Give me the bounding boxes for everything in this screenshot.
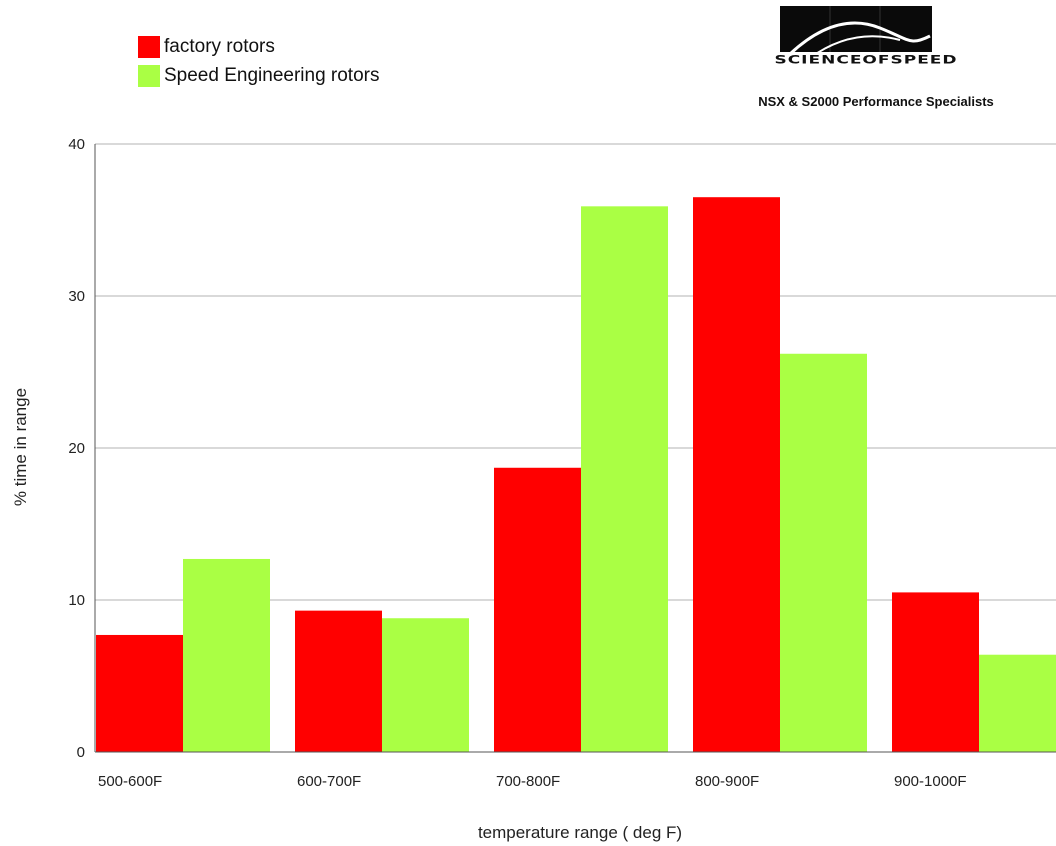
y-tick-label: 20 <box>68 440 85 457</box>
bar-speed-600-700F <box>382 618 469 752</box>
legend-swatch-factory <box>138 35 160 58</box>
legend-item-factory: factory rotors <box>138 32 379 61</box>
y-tick-label: 40 <box>68 136 85 153</box>
legend-swatch-speed <box>138 64 160 87</box>
bar-speed-500-600F <box>183 558 270 752</box>
x-tick-label: 600-700F <box>297 773 361 790</box>
logo-wordmark: SCIENCEOFSPEED <box>774 53 958 67</box>
bar-factory-700-800F <box>494 467 581 752</box>
legend-item-speed: Speed Engineering rotors <box>138 61 379 90</box>
bar-factory-500-600F <box>96 634 183 752</box>
axes <box>94 144 1056 753</box>
bar-factory-800-900F <box>693 197 780 752</box>
bar-speed-700-800F <box>581 206 668 752</box>
brand-logo: SCIENCEOFSPEED NSX & S2000 Performance S… <box>676 6 1056 118</box>
x-tick-label: 500-600F <box>98 773 162 790</box>
logo-band <box>676 52 1056 78</box>
legend-label-speed: Speed Engineering rotors <box>164 64 380 86</box>
bar-factory-900-1000F <box>892 592 979 752</box>
y-tick-label: 0 <box>77 744 85 761</box>
bar-speed-900-1000F <box>979 654 1056 752</box>
bar-factory-600-700F <box>295 610 382 752</box>
bar-speed-800-900F <box>780 353 867 752</box>
y-tick-labels: 0 10 20 30 40 <box>68 136 85 761</box>
logo-tagline: NSX & S2000 Performance Specialists <box>758 94 994 109</box>
x-tick-label: 800-900F <box>695 773 759 790</box>
x-tick-labels: 500-600F 600-700F 700-800F 800-900F 900-1000… <box>98 773 967 790</box>
y-tick-label: 30 <box>68 288 85 305</box>
x-tick-label: 900-1000F <box>894 773 967 790</box>
bars <box>96 197 1056 752</box>
x-axis-title: temperature range ( deg F) <box>478 823 682 842</box>
y-tick-label: 10 <box>68 592 85 609</box>
y-axis-title: % time in range <box>11 388 30 506</box>
legend-label-factory: factory rotors <box>164 35 275 57</box>
logo-swoosh-icon <box>788 6 931 66</box>
legend: factory rotors Speed Engineering rotors <box>138 32 379 90</box>
x-tick-label: 700-800F <box>496 773 560 790</box>
